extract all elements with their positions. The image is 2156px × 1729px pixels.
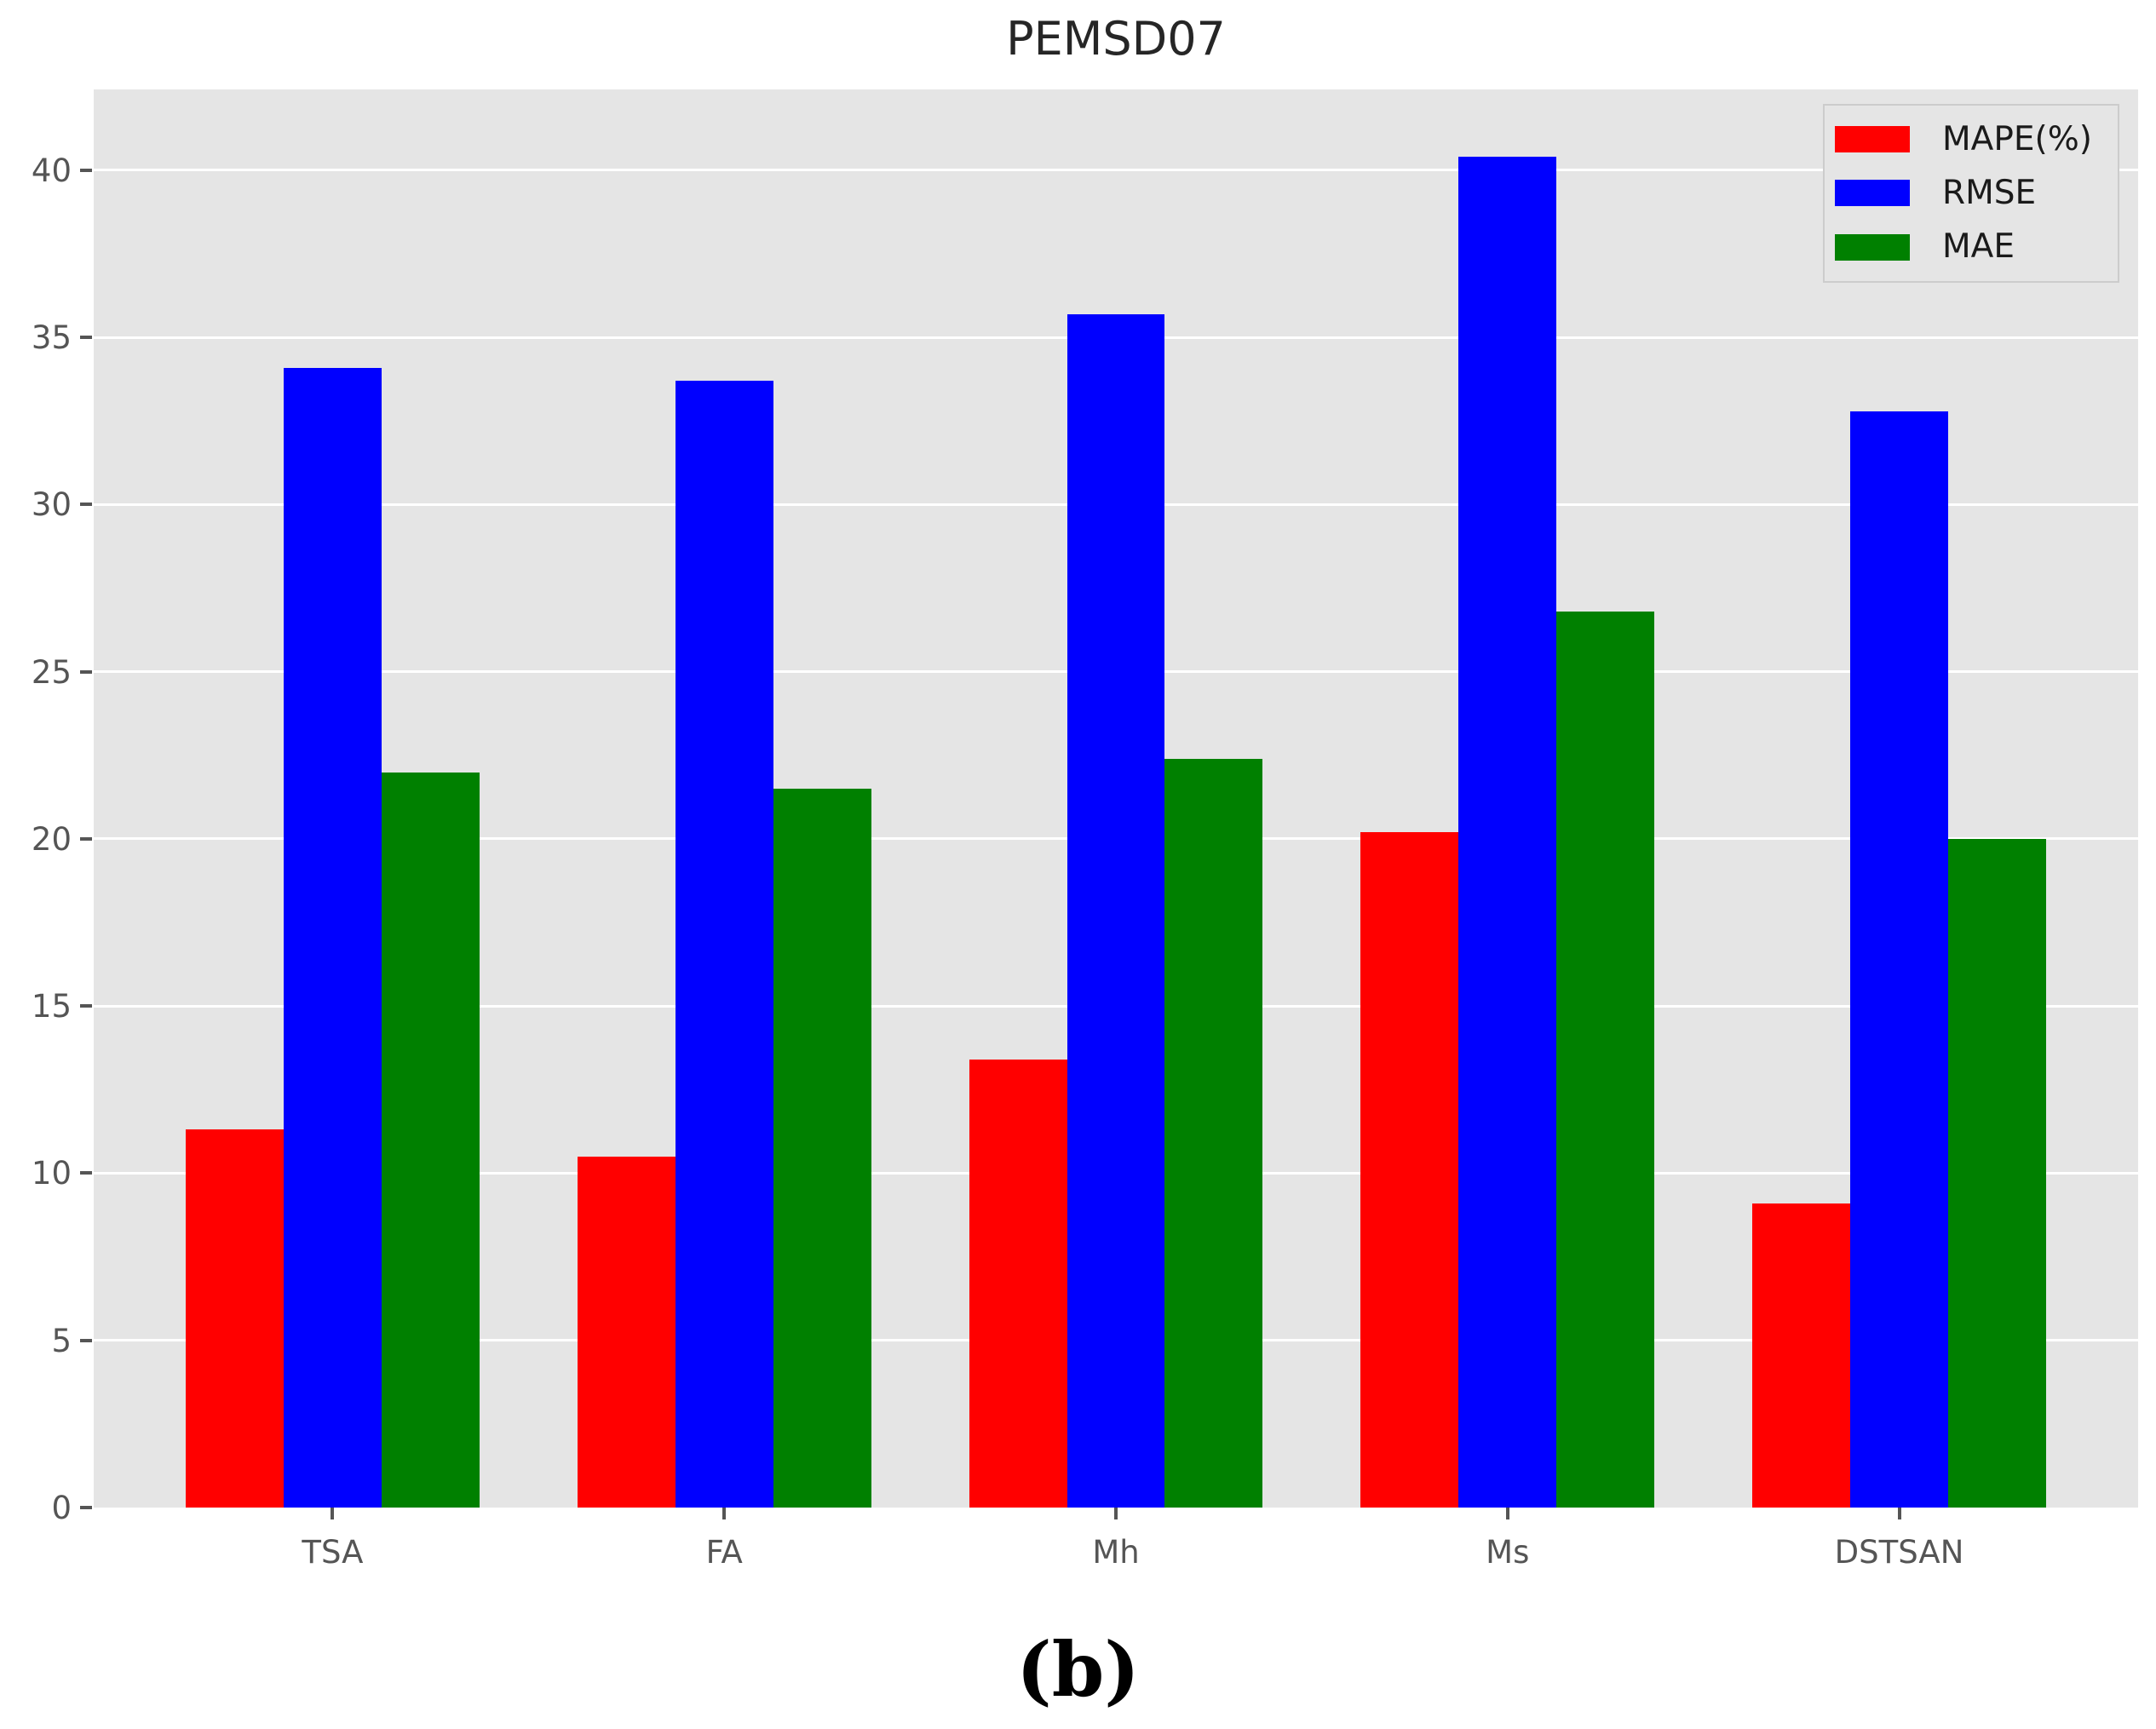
bar-MAE-DSTSAN (1948, 839, 2046, 1508)
bar-RMSE-Ms (1458, 157, 1557, 1508)
legend-label: RMSE (1942, 173, 2037, 212)
legend: MAPE(%) RMSE MAE (1823, 104, 2119, 283)
x-tick-label: DSTSAN (1834, 1534, 1964, 1571)
bar-MAE-Ms (1556, 612, 1655, 1508)
chart-title: PEMSD07 (1006, 12, 1226, 66)
y-tick-label: 40 (31, 152, 72, 189)
legend-label: MAPE(%) (1942, 119, 2092, 158)
y-tick-label: 5 (51, 1322, 72, 1359)
y-tick-mark (80, 503, 92, 507)
bar-MAPE(%)-FA (577, 1156, 676, 1508)
y-tick-mark (80, 1506, 92, 1509)
x-tick-mark (1505, 1508, 1509, 1519)
figure-caption: (b) (1016, 1625, 1140, 1714)
bar-MAPE(%)-TSA (186, 1129, 284, 1508)
plot-area (94, 89, 2138, 1508)
x-tick-mark (1897, 1508, 1901, 1519)
legend-swatch (1835, 126, 1910, 153)
x-tick-mark (722, 1508, 727, 1519)
bar-MAE-TSA (381, 772, 480, 1508)
bar-RMSE-TSA (283, 367, 382, 1508)
x-tick-label: Mh (1092, 1534, 1140, 1571)
y-tick-label: 25 (31, 653, 72, 691)
x-tick-label: FA (705, 1534, 743, 1571)
y-tick-mark (80, 836, 92, 841)
legend-item: MAE (1835, 229, 2118, 265)
legend-item: RMSE (1835, 175, 2118, 211)
y-tick-label: 0 (51, 1490, 72, 1526)
legend-swatch (1835, 180, 1910, 207)
legend-item: MAPE(%) (1835, 119, 2118, 158)
y-tick-label: 30 (31, 486, 72, 524)
y-tick-mark (80, 669, 92, 674)
x-tick-label: TSA (302, 1534, 364, 1571)
y-tick-label: 10 (31, 1155, 72, 1192)
bar-MAPE(%)-DSTSAN (1752, 1203, 1851, 1508)
y-tick-mark (80, 336, 92, 340)
bar-MAE-FA (773, 789, 871, 1508)
y-tick-mark (80, 1004, 92, 1008)
bar-MAE-Mh (1164, 758, 1263, 1508)
bar-RMSE-FA (675, 381, 773, 1508)
y-tick-mark (80, 1338, 92, 1342)
legend-label: MAE (1942, 227, 2015, 267)
y-tick-label: 35 (31, 319, 72, 357)
bar-MAPE(%)-Mh (969, 1060, 1067, 1508)
bar-MAPE(%)-Ms (1360, 832, 1459, 1508)
bar-RMSE-Mh (1067, 313, 1165, 1508)
x-tick-mark (331, 1508, 335, 1519)
y-tick-label: 15 (31, 988, 72, 1025)
legend-swatch (1835, 233, 1910, 261)
y-tick-label: 20 (31, 820, 72, 858)
bar-RMSE-DSTSAN (1850, 411, 1948, 1508)
y-tick-mark (80, 168, 92, 172)
x-tick-label: Ms (1486, 1534, 1530, 1571)
y-tick-mark (80, 1171, 92, 1175)
x-tick-mark (1114, 1508, 1118, 1519)
gridline (94, 169, 2138, 172)
